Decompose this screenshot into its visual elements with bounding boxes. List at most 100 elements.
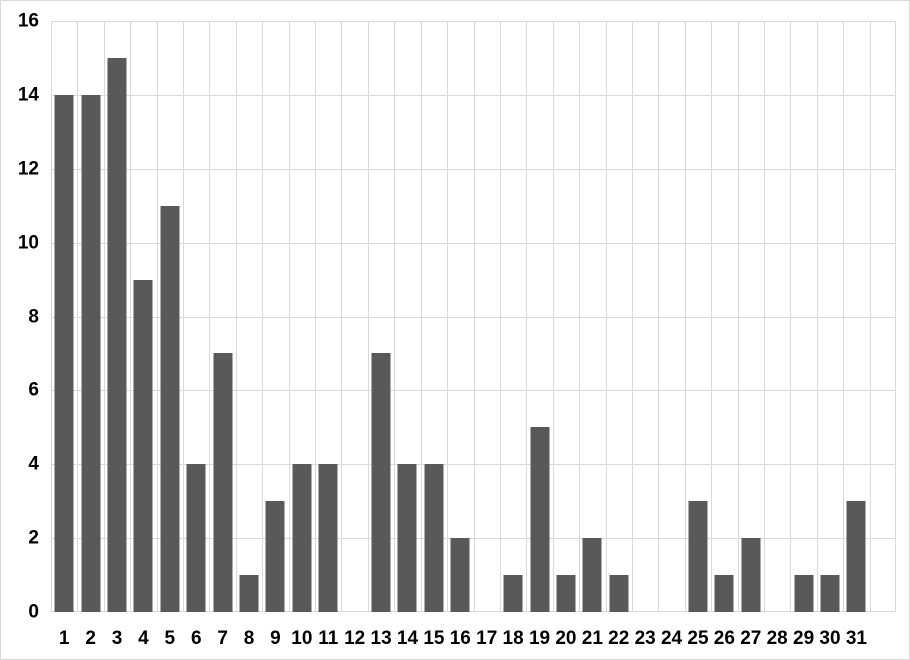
- gridline-vertical: [790, 21, 792, 612]
- y-tick-label: 8: [28, 306, 39, 327]
- bar-7: [213, 353, 233, 612]
- gridline-vertical: [658, 21, 660, 612]
- x-tick-label: 27: [740, 628, 762, 649]
- bar-10: [292, 464, 312, 612]
- y-tick-label: 4: [28, 453, 39, 475]
- bar-15: [424, 464, 444, 612]
- gridline-vertical: [869, 21, 871, 612]
- gridline-vertical: [156, 21, 158, 612]
- bar-8: [239, 575, 259, 612]
- gridline-vertical: [447, 21, 449, 612]
- bar-29: [794, 575, 814, 612]
- x-tick-label: 3: [111, 628, 123, 649]
- bar-30: [820, 575, 840, 612]
- x-tick-label: 13: [370, 628, 392, 649]
- y-axis-labels: 0 2 4 6 8 10 12 14 16: [1, 12, 39, 622]
- bar-6: [186, 464, 206, 612]
- gridline-vertical: [209, 21, 211, 612]
- bar-20: [556, 575, 576, 612]
- x-tick-label: 2: [85, 628, 96, 649]
- gridline-vertical: [183, 21, 185, 612]
- x-tick-label: 18: [502, 628, 524, 649]
- bar-21: [582, 538, 602, 612]
- gridline-vertical: [420, 21, 422, 612]
- x-tick-label: 10: [291, 628, 313, 649]
- x-tick-label: 21: [581, 628, 603, 649]
- x-tick-label: 25: [687, 628, 709, 649]
- x-tick-label: 9: [270, 628, 281, 649]
- gridline-vertical: [77, 21, 79, 612]
- gridline-vertical: [843, 21, 845, 612]
- bar-26: [714, 575, 734, 612]
- y-tick-label: 2: [28, 527, 39, 549]
- x-tick-label: 28: [766, 628, 788, 649]
- gridline-vertical: [51, 21, 52, 612]
- y-tick-label: 12: [17, 158, 39, 180]
- x-tick-label: 16: [449, 628, 471, 649]
- bar-16: [450, 538, 470, 612]
- bar-3: [107, 57, 127, 612]
- x-axis-labels: 1 2 3 4 5 6 7 8 9 10 11 12 13 14 15 16 17 18 19 20 21 22 23 24 2…: [51, 626, 896, 652]
- gridline-vertical: [288, 21, 290, 612]
- gridline-vertical: [684, 21, 686, 612]
- gridline-vertical: [367, 21, 369, 612]
- x-tick-label: 6: [190, 628, 202, 649]
- x-tick-label: 1: [58, 628, 70, 649]
- y-tick-label: 10: [17, 232, 39, 254]
- bar-27: [741, 538, 761, 612]
- bar-14: [397, 464, 417, 612]
- gridline-vertical: [394, 21, 396, 612]
- gridline-vertical: [605, 21, 607, 612]
- gridline-vertical: [631, 21, 633, 612]
- x-tick-label: 23: [634, 628, 656, 649]
- gridline-vertical: [499, 21, 501, 612]
- bar-9: [265, 501, 285, 612]
- x-tick-label: 7: [217, 628, 228, 649]
- bar-5: [160, 205, 180, 612]
- gridline-vertical: [235, 21, 237, 612]
- x-tick-label: 20: [555, 628, 577, 649]
- x-tick-label: 5: [164, 628, 176, 649]
- gridline-vertical: [103, 21, 105, 612]
- x-tick-label: 17: [476, 628, 498, 649]
- gridline-vertical: [737, 21, 739, 612]
- x-tick-label: 4: [138, 628, 149, 649]
- y-tick-label: 14: [17, 84, 39, 106]
- x-tick-label: 8: [243, 628, 255, 649]
- bar-25: [688, 501, 708, 612]
- x-tick-label: 19: [528, 628, 551, 649]
- x-tick-label: 14: [396, 628, 419, 649]
- x-tick-label: 12: [344, 628, 366, 649]
- bar-11: [318, 464, 338, 612]
- gridline-vertical: [763, 21, 765, 612]
- x-tick-label: 29: [793, 628, 815, 649]
- x-tick-label: 24: [660, 628, 683, 649]
- x-tick-label: 26: [713, 628, 735, 649]
- bar-4: [133, 279, 153, 612]
- x-tick-label: 11: [318, 628, 339, 649]
- bar-1: [54, 94, 74, 612]
- gridline-vertical: [895, 21, 896, 612]
- y-tick-label: 6: [28, 379, 39, 401]
- gridline-vertical: [262, 21, 264, 612]
- x-tick-label: 15: [423, 628, 445, 649]
- gridline-vertical: [130, 21, 132, 612]
- gridline-vertical: [552, 21, 554, 612]
- bar-2: [81, 94, 101, 612]
- bar-18: [503, 575, 523, 612]
- y-tick-label: 0: [28, 601, 39, 623]
- y-tick-label: 16: [17, 10, 39, 32]
- gridline-vertical: [526, 21, 528, 612]
- bar-19: [530, 427, 550, 612]
- gridline-vertical: [341, 21, 343, 612]
- gridline-vertical: [315, 21, 317, 612]
- x-tick-label: 22: [608, 628, 630, 649]
- gridline-vertical: [816, 21, 818, 612]
- plot-area: [51, 21, 896, 612]
- x-tick-label: 30: [819, 628, 841, 649]
- gridline-vertical: [473, 21, 475, 612]
- bar-22: [609, 575, 629, 612]
- gridline-vertical: [579, 21, 581, 612]
- gridline-vertical: [711, 21, 713, 612]
